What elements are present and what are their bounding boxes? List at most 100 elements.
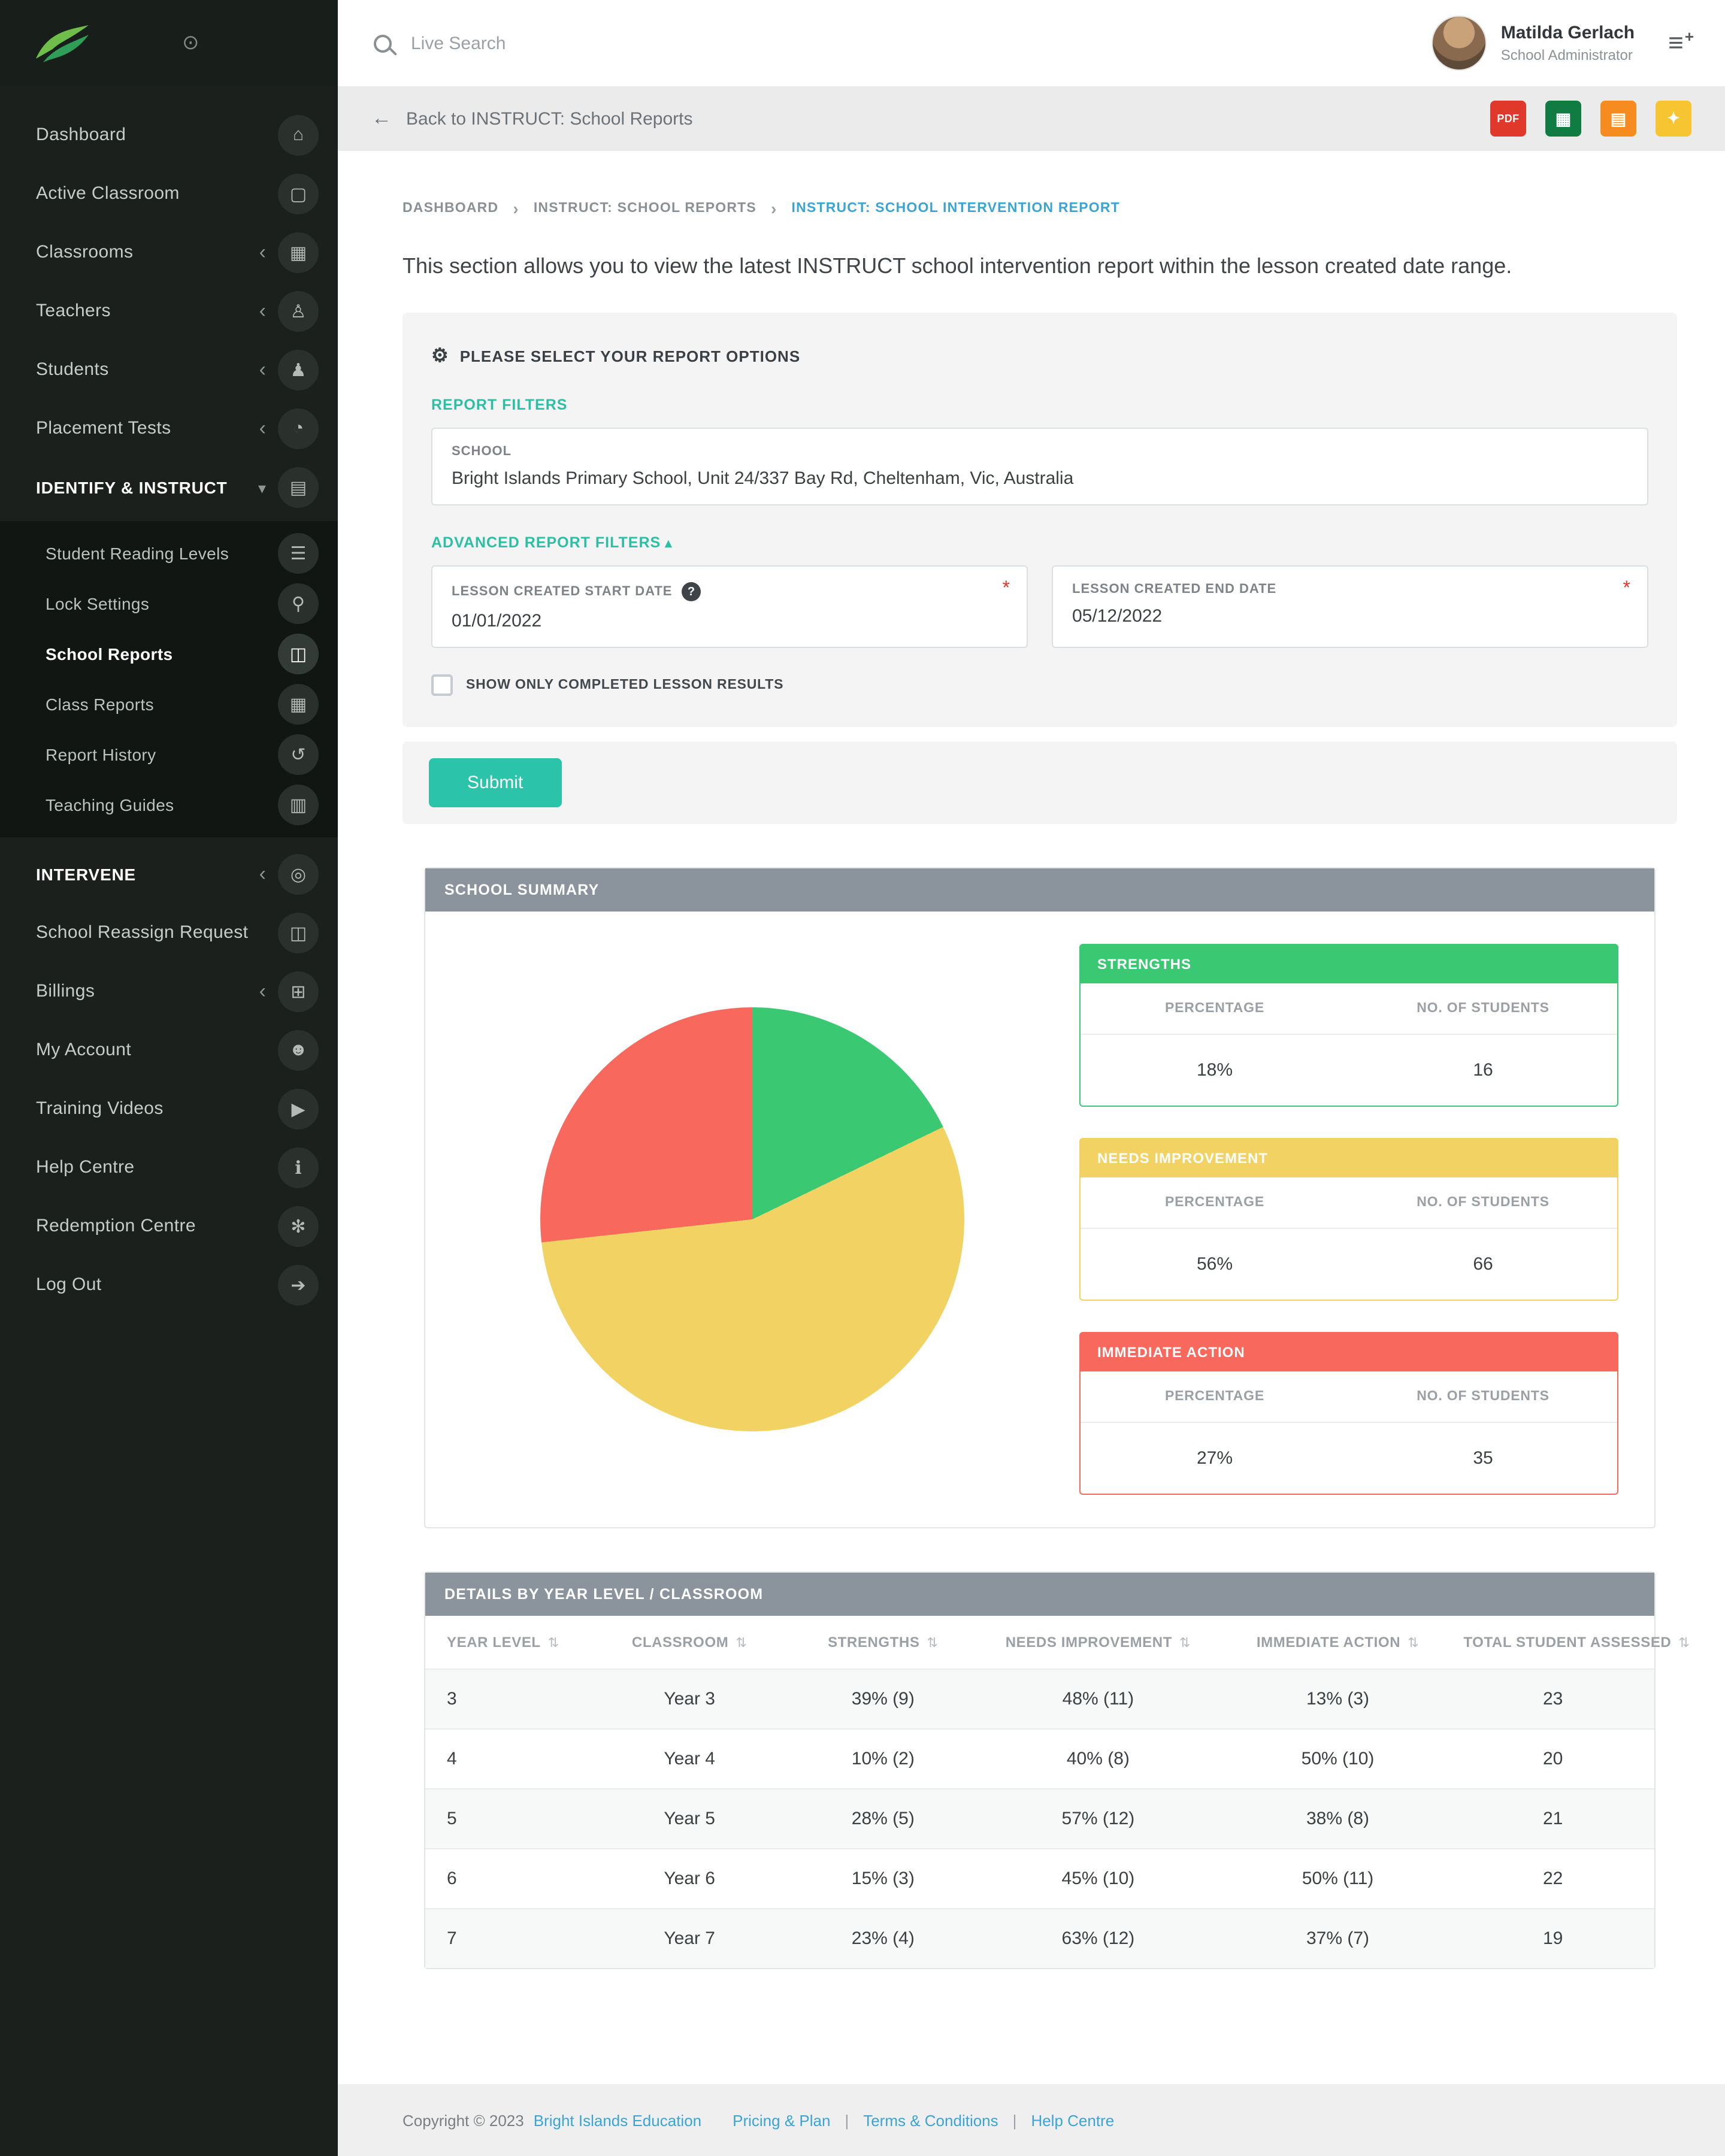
- sidebar-item-help-centre[interactable]: Help Centre ℹ: [0, 1138, 338, 1197]
- column-header-classroom[interactable]: CLASSROOM: [585, 1616, 794, 1669]
- classrooms-grid-icon: ▦: [278, 232, 319, 272]
- end-date-field[interactable]: LESSON CREATED END DATE 05/12/2022: [1052, 565, 1648, 648]
- sidebar-item-class-reports[interactable]: Class Reports ▦: [0, 679, 338, 729]
- sidebar-item-school-reassign-request[interactable]: School Reassign Request ◫: [0, 903, 338, 962]
- breadcrumb-school-reports[interactable]: INSTRUCT: SCHOOL REPORTS: [533, 201, 756, 216]
- export-key-icon[interactable]: ✦: [1656, 101, 1691, 137]
- sort-icon: [1400, 1634, 1419, 1651]
- teaching-guide-icon: ▥: [278, 785, 319, 825]
- column-header-year-level[interactable]: YEAR LEVEL: [425, 1616, 585, 1669]
- chevron-right-icon: [513, 199, 519, 218]
- pie-chart: [540, 1007, 964, 1431]
- sidebar-item-label: Dashboard: [36, 125, 126, 145]
- brand-link[interactable]: Bright Islands Education: [533, 2111, 702, 2129]
- column-header-strengths[interactable]: STRENGTHS: [794, 1616, 973, 1669]
- advanced-filters-toggle[interactable]: ADVANCED REPORT FILTERS: [431, 534, 1648, 551]
- chevron-left-icon: [259, 418, 266, 438]
- table-row: 3 Year 3 39% (9) 48% (11) 13% (3) 23: [425, 1669, 1654, 1728]
- avatar[interactable]: [1431, 16, 1487, 71]
- strengths-percentage: 18%: [1196, 1060, 1233, 1080]
- start-date-field[interactable]: LESSON CREATED START DATE 01/01/2022: [431, 565, 1028, 648]
- end-date-label: LESSON CREATED END DATE: [1072, 582, 1277, 596]
- submit-button[interactable]: Submit: [429, 758, 562, 807]
- students-column-header: NO. OF STUDENTS: [1349, 1371, 1617, 1423]
- sidebar-item-lock-settings[interactable]: Lock Settings ⚲: [0, 579, 338, 629]
- sidebar-item-label: INTERVENE: [36, 864, 136, 883]
- logo: [36, 25, 89, 62]
- sidebar-item-identify-instruct[interactable]: IDENTIFY & INSTRUCT ▤: [0, 458, 338, 516]
- options-title-label: PLEASE SELECT YOUR REPORT OPTIONS: [459, 347, 801, 365]
- lock-icon: ⚲: [278, 583, 319, 624]
- search-input[interactable]: [411, 33, 914, 53]
- table-row: 5 Year 5 28% (5) 57% (12) 38% (8) 21: [425, 1788, 1654, 1848]
- back-label: Back to INSTRUCT: School Reports: [406, 108, 693, 129]
- needs-improvement-percentage: 56%: [1196, 1254, 1233, 1274]
- playlist-add-icon[interactable]: ≡ +: [1668, 28, 1694, 57]
- print-icon[interactable]: ▤: [1600, 101, 1636, 137]
- sidebar-item-label: Active Classroom: [36, 183, 180, 204]
- cart-icon: ⊞: [278, 971, 319, 1012]
- sidebar-item-label: Teaching Guides: [46, 795, 174, 814]
- sidebar-item-teachers[interactable]: Teachers ♙: [0, 281, 338, 340]
- percentage-column-header: PERCENTAGE: [1081, 1177, 1349, 1229]
- sidebar-item-label: Help Centre: [36, 1157, 135, 1177]
- terms-conditions-link[interactable]: Terms & Conditions: [863, 2111, 998, 2129]
- chevron-left-icon: [259, 301, 266, 321]
- sidebar-item-students[interactable]: Students ♟: [0, 340, 338, 399]
- immediate-action-students: 35: [1473, 1448, 1493, 1468]
- details-table: YEAR LEVEL CLASSROOM STRENGTHS NEEDS IMP…: [425, 1616, 1690, 1968]
- sidebar-item-teaching-guides[interactable]: Teaching Guides ▥: [0, 780, 338, 830]
- sidebar-item-school-reports[interactable]: School Reports ◫: [0, 629, 338, 679]
- target-icon[interactable]: ⊙: [182, 31, 199, 54]
- sidebar-item-label: School Reassign Request: [36, 922, 249, 943]
- user-menu[interactable]: Matilda Gerlach School Administrator: [1431, 16, 1635, 71]
- column-header-immediate-action[interactable]: IMMEDIATE ACTION: [1224, 1616, 1452, 1669]
- export-excel-icon[interactable]: ▦: [1545, 101, 1581, 137]
- back-arrow-icon: [371, 107, 392, 131]
- sidebar-submenu: Student Reading Levels ☰ Lock Settings ⚲…: [0, 521, 338, 837]
- column-header-needs-improvement[interactable]: NEEDS IMPROVEMENT: [972, 1616, 1224, 1669]
- sidebar-item-classrooms[interactable]: Classrooms ▦: [0, 223, 338, 281]
- column-header-total-assessed[interactable]: TOTAL STUDENT ASSESSED: [1451, 1616, 1690, 1669]
- user-icon: ☻: [278, 1029, 319, 1070]
- school-field[interactable]: SCHOOL Bright Islands Primary School, Un…: [431, 428, 1648, 505]
- sidebar-item-active-classroom[interactable]: Active Classroom ▢: [0, 164, 338, 223]
- table-row: 6 Year 6 15% (3) 45% (10) 50% (11) 22: [425, 1848, 1654, 1908]
- sidebar-item-report-history[interactable]: Report History ↺: [0, 729, 338, 780]
- grid-icon: ▦: [278, 684, 319, 725]
- book-icon: ▤: [278, 467, 319, 507]
- chevron-left-icon: [259, 242, 266, 262]
- percentage-column-header: PERCENTAGE: [1081, 983, 1349, 1035]
- sidebar-item-student-reading-levels[interactable]: Student Reading Levels ☰: [0, 528, 338, 579]
- end-date-value: 05/12/2022: [1072, 606, 1163, 626]
- sidebar-item-billings[interactable]: Billings ⊞: [0, 962, 338, 1021]
- subheader: Back to INSTRUCT: School Reports PDF ▦ ▤…: [338, 86, 1725, 151]
- back-link[interactable]: Back to INSTRUCT: School Reports: [371, 107, 693, 131]
- export-pdf-icon[interactable]: PDF: [1490, 101, 1526, 137]
- needs-improvement-students: 66: [1473, 1254, 1493, 1274]
- report-options-card: PLEASE SELECT YOUR REPORT OPTIONS REPORT…: [402, 313, 1677, 727]
- help-centre-link[interactable]: Help Centre: [1031, 2111, 1115, 2129]
- sidebar-item-dashboard[interactable]: Dashboard ⌂: [0, 105, 338, 164]
- help-icon[interactable]: [682, 582, 701, 601]
- sidebar-item-redemption-centre[interactable]: Redemption Centre ✻: [0, 1197, 338, 1255]
- footer-separator: |: [1012, 2111, 1017, 2129]
- sidebar-item-my-account[interactable]: My Account ☻: [0, 1021, 338, 1079]
- sidebar-item-label: Training Videos: [36, 1098, 164, 1119]
- sidebar-item-training-videos[interactable]: Training Videos ▶: [0, 1079, 338, 1138]
- completed-lessons-checkbox[interactable]: [431, 674, 453, 696]
- chevron-left-icon: [259, 359, 266, 380]
- submit-strip: Submit: [402, 741, 1677, 824]
- sidebar-item-intervene[interactable]: INTERVENE ◎: [0, 844, 338, 903]
- breadcrumb-current: INSTRUCT: SCHOOL INTERVENTION REPORT: [791, 201, 1120, 216]
- breadcrumb-dashboard[interactable]: DASHBOARD: [402, 201, 499, 216]
- footer-separator: |: [845, 2111, 849, 2129]
- sidebar-item-placement-tests[interactable]: Placement Tests ◔: [0, 399, 338, 458]
- sidebar-item-label: Lock Settings: [46, 594, 150, 613]
- sidebar-item-log-out[interactable]: Log Out ➔: [0, 1255, 338, 1314]
- pricing-plan-link[interactable]: Pricing & Plan: [733, 2111, 831, 2129]
- logout-icon: ➔: [278, 1264, 319, 1305]
- school-summary-panel: SCHOOL SUMMARY STRENGTHS PERCENTAGE NO. …: [424, 867, 1656, 1528]
- video-icon: ▶: [278, 1088, 319, 1129]
- sort-icon: [728, 1634, 747, 1651]
